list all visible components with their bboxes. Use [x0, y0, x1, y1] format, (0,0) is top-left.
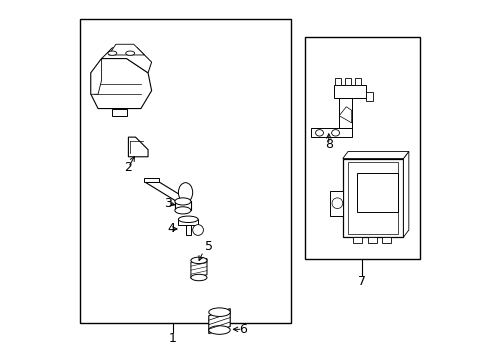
Text: 8: 8 [324, 138, 332, 151]
Polygon shape [367, 237, 376, 243]
Ellipse shape [178, 216, 198, 222]
Text: 4: 4 [167, 222, 175, 235]
Text: 1: 1 [169, 333, 177, 346]
Ellipse shape [108, 51, 117, 55]
Polygon shape [175, 202, 190, 210]
Ellipse shape [190, 274, 206, 281]
Text: 3: 3 [163, 197, 171, 210]
Polygon shape [342, 158, 403, 237]
Ellipse shape [175, 207, 190, 214]
Ellipse shape [190, 257, 206, 264]
Polygon shape [381, 237, 390, 243]
Polygon shape [365, 93, 372, 102]
Text: 6: 6 [238, 323, 246, 336]
Polygon shape [333, 85, 365, 98]
Polygon shape [91, 59, 151, 109]
Text: 5: 5 [204, 240, 212, 253]
Polygon shape [112, 109, 126, 116]
Circle shape [331, 198, 342, 208]
Polygon shape [347, 162, 397, 234]
Polygon shape [144, 182, 190, 202]
Polygon shape [342, 152, 408, 158]
Ellipse shape [331, 130, 339, 136]
Bar [305, 37, 419, 258]
Polygon shape [403, 152, 408, 237]
Ellipse shape [208, 326, 230, 334]
Polygon shape [354, 78, 361, 85]
Polygon shape [339, 98, 351, 128]
Polygon shape [329, 191, 342, 216]
Text: 2: 2 [124, 161, 132, 174]
Polygon shape [128, 137, 148, 157]
Text: 7: 7 [358, 275, 366, 288]
Polygon shape [339, 107, 351, 123]
Polygon shape [344, 78, 350, 85]
Polygon shape [102, 48, 151, 73]
Ellipse shape [125, 51, 134, 55]
Bar [80, 19, 290, 323]
Polygon shape [208, 309, 230, 334]
Polygon shape [108, 44, 144, 55]
Polygon shape [334, 78, 341, 85]
Polygon shape [356, 173, 397, 212]
Polygon shape [190, 258, 206, 278]
Circle shape [192, 225, 203, 235]
Polygon shape [353, 237, 362, 243]
Polygon shape [310, 128, 351, 137]
Polygon shape [91, 59, 102, 94]
Ellipse shape [208, 308, 230, 316]
Ellipse shape [315, 130, 323, 136]
Polygon shape [178, 219, 198, 225]
Polygon shape [185, 225, 190, 235]
Polygon shape [144, 178, 159, 182]
Ellipse shape [175, 198, 190, 205]
Ellipse shape [178, 183, 192, 202]
